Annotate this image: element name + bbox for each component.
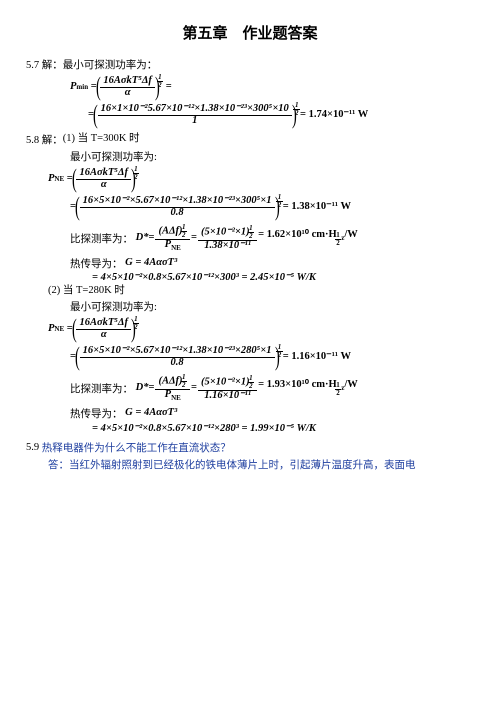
heat2b: = 4×5×10⁻²×0.8×5.67×10⁻¹²×280³ = 1.99×10… [26, 423, 474, 434]
heat1: 热传导为： G = 4AασT³ [26, 256, 474, 271]
q57-header: 5.7 解：最小可探测功率为： [26, 57, 474, 72]
detect2: 比探测率为： D* = (AΔf)12 PNE = (5×10⁻²×1)12 1… [26, 373, 474, 403]
eq3-line2: = ( 16×5×10⁻²×5.67×10⁻¹²×1.38×10⁻²³×280⁵… [26, 344, 474, 370]
q58-text1: 最小可探测功率为: [26, 149, 474, 164]
q58-2: (2) 当 T=280K 时 [26, 286, 474, 297]
eq2-line2: = ( 16×5×10⁻²×5.67×10⁻¹²×1.38×10⁻²³×300⁵… [26, 194, 474, 220]
page-title: 第五章 作业题答案 [26, 22, 474, 43]
q59-question: 5.9 热释电器件为什么不能工作在直流状态？ [26, 440, 474, 455]
eq1-line1: Pmin = ( 16AσkT⁵Δfα ) 12 = [26, 74, 474, 100]
q59-answer: 答：当红外辐射照射到已经极化的铁电体薄片上时，引起薄片温度升高，表面电 [26, 457, 474, 472]
eq3-line1: PNE = ( 16AσkT⁵Δfα ) 12 [26, 316, 474, 342]
eq2-line1: PNE = ( 16AσkT⁵Δfα ) 12 [26, 166, 474, 192]
detect1: 比探测率为： D* = (AΔf)12 PNE = (5×10⁻²×1)12 1… [26, 223, 474, 253]
heat1b: = 4×5×10⁻²×0.8×5.67×10⁻¹²×300³ = 2.45×10… [26, 273, 474, 284]
q58-header: 5.8 解：(1) 当 T=300K 时 [26, 132, 474, 147]
heat2: 热传导为： G = 4AασT³ [26, 406, 474, 421]
q58-text2: 最小可探测功率为: [26, 299, 474, 314]
eq1-line2: = ( 16×1×10⁻²5.67×10⁻¹²×1.38×10⁻²³×300⁵×… [26, 102, 474, 128]
